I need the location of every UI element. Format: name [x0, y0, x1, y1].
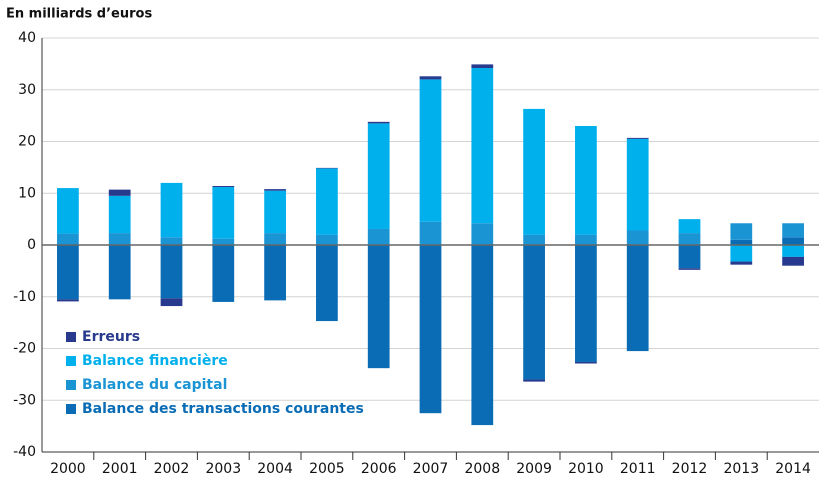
- x-tick-label: 2003: [205, 461, 241, 477]
- legend-swatch: [66, 332, 76, 342]
- y-tick-label: -40: [13, 444, 36, 460]
- bar-segment: [678, 245, 701, 269]
- bar-segment: [782, 256, 804, 266]
- bar-segment: [367, 245, 390, 369]
- x-tick-label: 2000: [50, 461, 86, 477]
- x-tick-label: 2004: [257, 461, 293, 477]
- x-tick-label: 2009: [516, 461, 552, 477]
- x-tick-label: 2014: [775, 461, 811, 477]
- bar-segment: [57, 233, 79, 245]
- bar-segment: [782, 223, 804, 238]
- bar-segment: [316, 234, 338, 245]
- bar-segment: [471, 68, 494, 224]
- x-tick-label: 2005: [309, 461, 345, 477]
- legend-swatch: [66, 404, 76, 414]
- bar-segment: [678, 219, 701, 234]
- x-tick-label: 2006: [361, 461, 397, 477]
- bar-segment: [264, 245, 286, 301]
- bar-segment: [575, 245, 597, 362]
- legend-swatch: [66, 380, 76, 390]
- bar-segment: [678, 233, 701, 245]
- bar-segment: [626, 137, 649, 139]
- bar-segment: [212, 245, 235, 302]
- y-tick-label: -30: [13, 392, 36, 408]
- bar-segment: [367, 123, 390, 229]
- bar-segment: [523, 379, 545, 382]
- bar-segment: [730, 223, 753, 240]
- bar-segment: [212, 186, 235, 188]
- bar-segment: [575, 361, 597, 364]
- x-tick-label: 2002: [154, 461, 190, 477]
- bar-segment: [419, 76, 442, 80]
- bar-segment: [523, 245, 545, 380]
- legend-label: Erreurs: [82, 329, 140, 345]
- bar-segment: [471, 245, 494, 426]
- bar-segment: [160, 237, 183, 245]
- x-tick-label: 2011: [620, 461, 656, 477]
- bar-segment: [57, 188, 79, 234]
- bar-segment: [160, 298, 183, 307]
- bar-segment: [367, 121, 390, 124]
- bar-segment: [523, 108, 545, 235]
- bar-segment: [316, 245, 338, 322]
- legend-label: Balance du capital: [82, 377, 227, 393]
- y-tick-label: -10: [13, 289, 36, 305]
- bar-segment: [730, 239, 753, 245]
- x-tick-label: 2001: [102, 461, 138, 477]
- bar-segment: [626, 245, 649, 352]
- x-tick-label: 2007: [413, 461, 449, 477]
- bar-segment: [160, 182, 183, 238]
- bar-segment: [471, 64, 494, 69]
- bar-segment: [316, 168, 338, 235]
- bar-segment: [264, 189, 286, 191]
- bar-segment: [108, 245, 131, 300]
- y-tick-label: 30: [18, 82, 36, 98]
- bar-segment: [730, 261, 753, 265]
- bar-segment: [782, 245, 804, 257]
- bar-segment: [212, 187, 235, 239]
- bar-segment: [316, 167, 338, 169]
- x-tick-label: 2010: [568, 461, 604, 477]
- y-tick-label: 0: [27, 237, 36, 253]
- bar-segment: [471, 223, 494, 245]
- y-tick-label: -20: [13, 341, 36, 357]
- bar-segment: [57, 245, 79, 300]
- y-axis-title: En milliards d’euros: [6, 7, 152, 22]
- bar-segment: [626, 138, 649, 231]
- bar-segment: [575, 125, 597, 235]
- bar-segment: [108, 189, 131, 196]
- y-tick-label: 20: [18, 134, 36, 150]
- bar-segment: [212, 238, 235, 245]
- y-tick-label: 40: [18, 30, 36, 46]
- y-tick-label: 10: [18, 185, 36, 201]
- bar-segment: [264, 233, 286, 245]
- bar-segment: [108, 233, 131, 245]
- legend-label: Balance des transactions courantes: [82, 401, 364, 417]
- bar-segment: [419, 79, 442, 222]
- legend-swatch: [66, 356, 76, 366]
- bar-segment: [523, 234, 545, 245]
- bar-segment: [419, 245, 442, 414]
- bar-segment: [160, 245, 183, 299]
- bar-segment: [419, 221, 442, 245]
- bar-segment: [626, 230, 649, 245]
- x-tick-label: 2013: [723, 461, 759, 477]
- legend-label: Balance financière: [82, 353, 228, 369]
- bar-segment: [367, 228, 390, 245]
- bar-segment: [575, 234, 597, 245]
- bar-segment: [57, 299, 79, 302]
- bar-segment: [108, 195, 131, 234]
- bar-segment: [678, 268, 701, 270]
- bar-segment: [264, 190, 286, 234]
- bar-segment: [782, 237, 804, 245]
- bar-segment: [730, 245, 753, 262]
- x-tick-label: 2008: [464, 461, 500, 477]
- x-tick-label: 2012: [672, 461, 708, 477]
